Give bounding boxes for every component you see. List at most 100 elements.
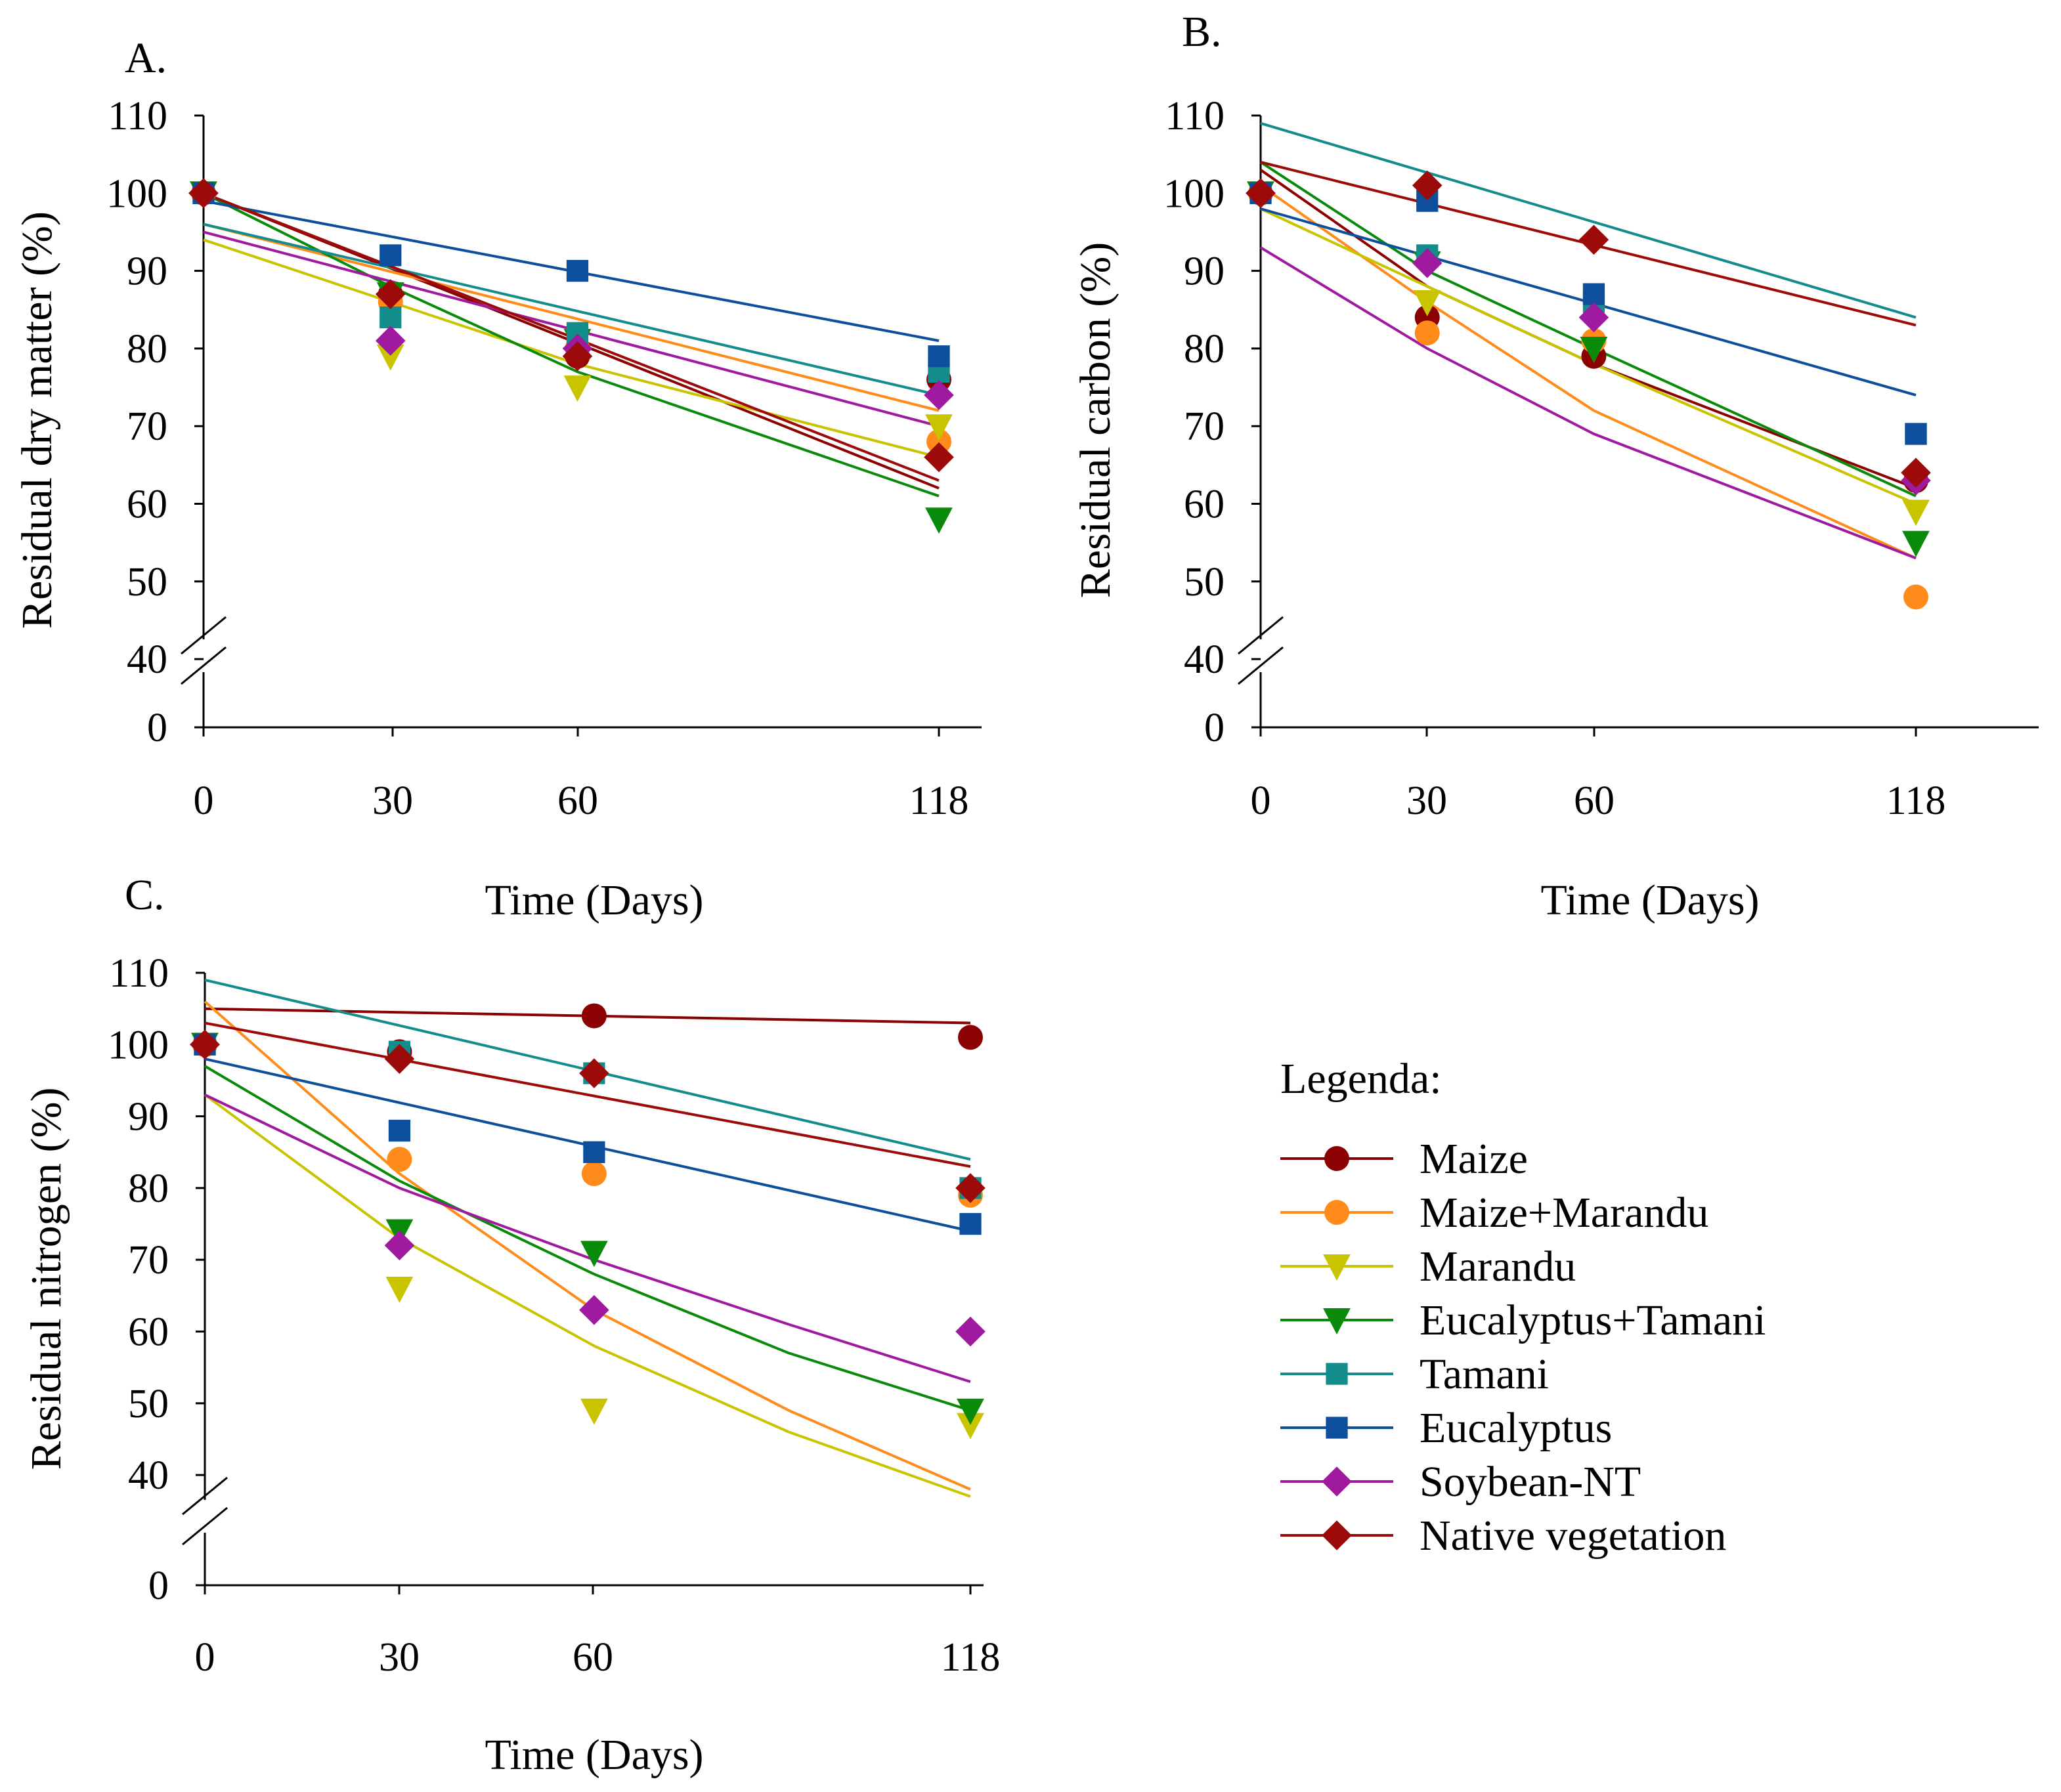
panel-b-x-axis-title: Time (Days) <box>1540 876 1759 924</box>
panel-b-point-eucalyptus-tamani <box>1580 336 1608 363</box>
panel-b-trend-soybean-nt <box>1259 246 1917 560</box>
panel-a-y-tick-label: 0 <box>147 706 167 750</box>
panel-c-point-soybean-nt <box>579 1294 609 1325</box>
legend-label-marandu: Marandu <box>1420 1243 1576 1291</box>
panel-b-point-marandu <box>1413 289 1441 316</box>
legend-marker-tamani <box>1326 1363 1348 1385</box>
legend-title: Legenda: <box>1280 1055 1442 1103</box>
legend-item-tamani: Tamani <box>1280 1350 1549 1398</box>
panel-a-axis-break-mark <box>181 646 227 685</box>
panel-b-x-tick-label: 60 <box>1574 779 1615 823</box>
panel-a-trend-eucalyptus-tamani <box>203 192 940 498</box>
panel-c-label: C. <box>125 871 165 919</box>
panel-a-label: A. <box>125 34 167 82</box>
panel-c-point-native-vegetation <box>579 1058 609 1088</box>
panel-c-point-soybean-nt <box>384 1230 415 1261</box>
panel-b-point-native-vegetation <box>1246 178 1276 209</box>
panel-a-y-tick-label: 110 <box>108 94 167 139</box>
panel-b-y-axis-title: Residual carbon (%) <box>1072 242 1119 598</box>
legend-label-maize: Maize <box>1420 1135 1528 1183</box>
legend-item-marandu: Marandu <box>1280 1243 1576 1291</box>
panel-a-data-points <box>188 178 954 534</box>
panel-b-y-tick-label: 90 <box>1184 249 1225 294</box>
legend-item-eucalyptus-tamani: Eucalyptus+Tamani <box>1280 1296 1766 1344</box>
panel-c-point-soybean-nt <box>955 1316 986 1347</box>
panel-c-y-tick-label: 70 <box>128 1238 169 1283</box>
panel-a-point-eucalyptus-tamani <box>925 507 953 534</box>
panel-c-point-eucalyptus <box>388 1119 411 1142</box>
panel-b-x-tick-label: 118 <box>1886 779 1946 823</box>
legend: Legenda: Maize Maize+Marandu Marandu Eucaly… <box>1280 1055 1766 1560</box>
legend-marker-eucalyptus <box>1326 1417 1348 1439</box>
panel-a: A. Residual dry matter (%) Time (Days) 0… <box>13 34 982 924</box>
panel-b-point-eucalyptus-tamani <box>1902 530 1930 557</box>
legend-label-native-vegetation: Native vegetation <box>1420 1512 1726 1560</box>
panel-a-point-tamani <box>380 306 402 329</box>
legend-item-soybean-nt: Soybean-NT <box>1280 1458 1641 1506</box>
panel-a-point-native-vegetation <box>188 178 219 209</box>
panel-b-point-native-vegetation <box>1578 224 1609 255</box>
panel-b-point-eucalyptus <box>1582 283 1605 305</box>
panel-a-y-tick-label: 80 <box>127 327 167 372</box>
panel-c-point-eucalyptus <box>959 1212 982 1235</box>
panel-a-trend-tamani <box>203 223 940 396</box>
legend-label-soybean-nt: Soybean-NT <box>1420 1458 1641 1506</box>
panel-c-trend-marandu <box>204 1094 971 1498</box>
legend-label-maize-marandu: Maize+Marandu <box>1420 1189 1708 1237</box>
panel-c-trend-native-vegetation <box>204 1021 971 1168</box>
panel-a-point-soybean-nt <box>924 380 954 410</box>
panel-a-y-tick-label: 70 <box>127 404 167 449</box>
panel-c-x-tick-label: 60 <box>573 1635 613 1680</box>
panel-a-x-tick-label: 60 <box>557 779 598 823</box>
panel-b-point-soybean-nt <box>1578 302 1609 333</box>
panel-c-point-marandu <box>385 1276 414 1303</box>
panel-b: B. Residual carbon (%) Time (Days) 0 40 50… <box>1072 8 2039 924</box>
panel-c-y-tick-label: 50 <box>128 1382 169 1426</box>
panel-a-axis-break-mark <box>181 616 227 655</box>
panel-c-trend-eucalyptus-tamani <box>204 1065 971 1412</box>
panel-b-point-marandu <box>1902 500 1930 526</box>
panel-a-point-eucalyptus <box>928 345 950 368</box>
panel-a-point-soybean-nt <box>375 326 406 356</box>
panel-a-point-marandu <box>376 344 404 371</box>
panel-c-point-marandu <box>580 1398 608 1425</box>
panel-b-point-eucalyptus <box>1905 423 1927 445</box>
panel-b-y-tick-label: 100 <box>1163 171 1225 216</box>
panel-b-axes: 0 40 50 60 70 80 90 100 110 0 30 60 118 <box>1163 94 2039 823</box>
panel-c-y-axis-title: Residual nitrogen (%) <box>22 1088 70 1470</box>
panel-a-point-native-vegetation <box>562 341 593 372</box>
panel-c-point-maize <box>581 1003 607 1029</box>
panel-c-point-maize-marandu <box>387 1147 412 1172</box>
panel-b-y-tick-label: 60 <box>1184 482 1225 527</box>
legend-marker-marandu <box>1323 1254 1351 1281</box>
panel-b-y-tick-label: 110 <box>1165 94 1225 139</box>
panel-c-point-eucalyptus-tamani <box>957 1398 984 1425</box>
panel-b-y-tick-label: 40 <box>1184 637 1225 682</box>
panel-c-x-tick-label: 118 <box>941 1635 1001 1680</box>
panel-a-point-eucalyptus <box>566 259 589 282</box>
panel-c-x-axis-title: Time (Days) <box>485 1731 703 1779</box>
panel-b-y-tick-label: 0 <box>1204 706 1225 750</box>
panel-b-point-maize-marandu <box>1903 584 1928 610</box>
panel-c-axis-break-mark <box>182 1506 228 1546</box>
legend-marker-soybean-nt <box>1322 1466 1352 1497</box>
panel-c-point-maize-marandu <box>581 1161 607 1187</box>
panel-b-trend-tamani <box>1260 121 1917 319</box>
panel-b-trend-eucalyptus-tamani <box>1259 161 1917 498</box>
legend-label-eucalyptus: Eucalyptus <box>1420 1404 1612 1452</box>
panel-a-point-marandu <box>925 414 953 441</box>
panel-a-x-tick-label: 118 <box>909 779 969 823</box>
panel-a-y-tick-label: 100 <box>106 171 167 216</box>
legend-marker-eucalyptus-tamani <box>1323 1308 1351 1334</box>
panel-b-x-tick-label: 30 <box>1406 779 1447 823</box>
legend-items: Maize Maize+Marandu Marandu Eucalyptus+Tama… <box>1280 1135 1766 1560</box>
panel-c-point-maize <box>958 1025 983 1050</box>
panel-a-point-eucalyptus <box>380 244 402 267</box>
panel-a-point-maize-marandu <box>926 429 951 454</box>
legend-marker-native-vegetation <box>1322 1520 1352 1550</box>
panel-c-point-eucalyptus <box>583 1141 605 1163</box>
panel-a-y-axis-title: Residual dry matter (%) <box>13 211 61 629</box>
legend-label-eucalyptus-tamani: Eucalyptus+Tamani <box>1420 1296 1766 1344</box>
panel-c-y-tick-label: 80 <box>128 1166 169 1211</box>
